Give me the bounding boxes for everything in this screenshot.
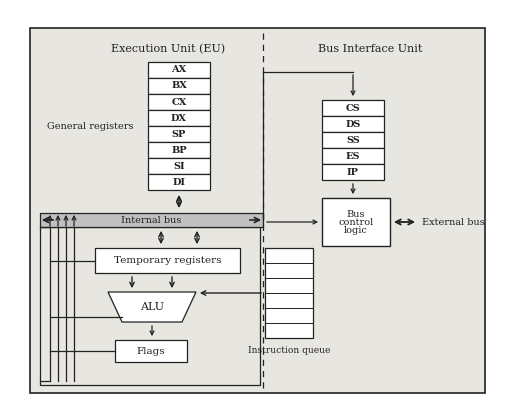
Text: General registers: General registers bbox=[47, 122, 133, 130]
Text: DI: DI bbox=[172, 178, 185, 186]
Bar bbox=[322, 198, 390, 246]
Bar bbox=[148, 78, 210, 94]
Bar bbox=[322, 116, 384, 132]
Bar bbox=[30, 28, 485, 393]
Bar bbox=[115, 340, 187, 362]
Bar bbox=[148, 158, 210, 174]
Bar bbox=[148, 126, 210, 142]
Text: CX: CX bbox=[171, 98, 187, 106]
Bar bbox=[95, 248, 240, 273]
Text: AX: AX bbox=[171, 65, 187, 75]
Bar bbox=[322, 164, 384, 180]
Text: control: control bbox=[338, 217, 374, 227]
Text: Temporary registers: Temporary registers bbox=[114, 256, 221, 265]
Text: Internal bus: Internal bus bbox=[121, 215, 182, 225]
Text: Instruction queue: Instruction queue bbox=[248, 346, 330, 355]
Text: External bus: External bus bbox=[422, 217, 485, 227]
Text: ES: ES bbox=[346, 152, 360, 160]
Text: SI: SI bbox=[173, 161, 185, 171]
Text: Bus: Bus bbox=[347, 210, 365, 218]
Polygon shape bbox=[108, 292, 196, 322]
Text: BX: BX bbox=[171, 82, 187, 91]
Bar bbox=[322, 148, 384, 164]
Text: Flags: Flags bbox=[136, 347, 166, 355]
Bar bbox=[265, 248, 313, 338]
Bar bbox=[148, 110, 210, 126]
Text: Execution Unit (EU): Execution Unit (EU) bbox=[111, 44, 225, 54]
Text: IP: IP bbox=[347, 168, 359, 176]
Bar bbox=[148, 94, 210, 110]
Text: BP: BP bbox=[171, 145, 187, 155]
Bar bbox=[40, 227, 260, 385]
Bar bbox=[148, 142, 210, 158]
Text: logic: logic bbox=[344, 225, 368, 235]
Text: SP: SP bbox=[172, 129, 186, 139]
Bar bbox=[148, 62, 210, 78]
Text: DS: DS bbox=[345, 119, 361, 129]
Bar bbox=[322, 100, 384, 116]
Bar bbox=[40, 213, 263, 227]
Bar bbox=[148, 174, 210, 190]
Text: ALU: ALU bbox=[140, 302, 164, 312]
Text: SS: SS bbox=[346, 135, 360, 145]
Text: DX: DX bbox=[171, 114, 187, 122]
Text: CS: CS bbox=[346, 103, 360, 112]
Bar bbox=[322, 132, 384, 148]
Text: Bus Interface Unit: Bus Interface Unit bbox=[318, 44, 422, 54]
